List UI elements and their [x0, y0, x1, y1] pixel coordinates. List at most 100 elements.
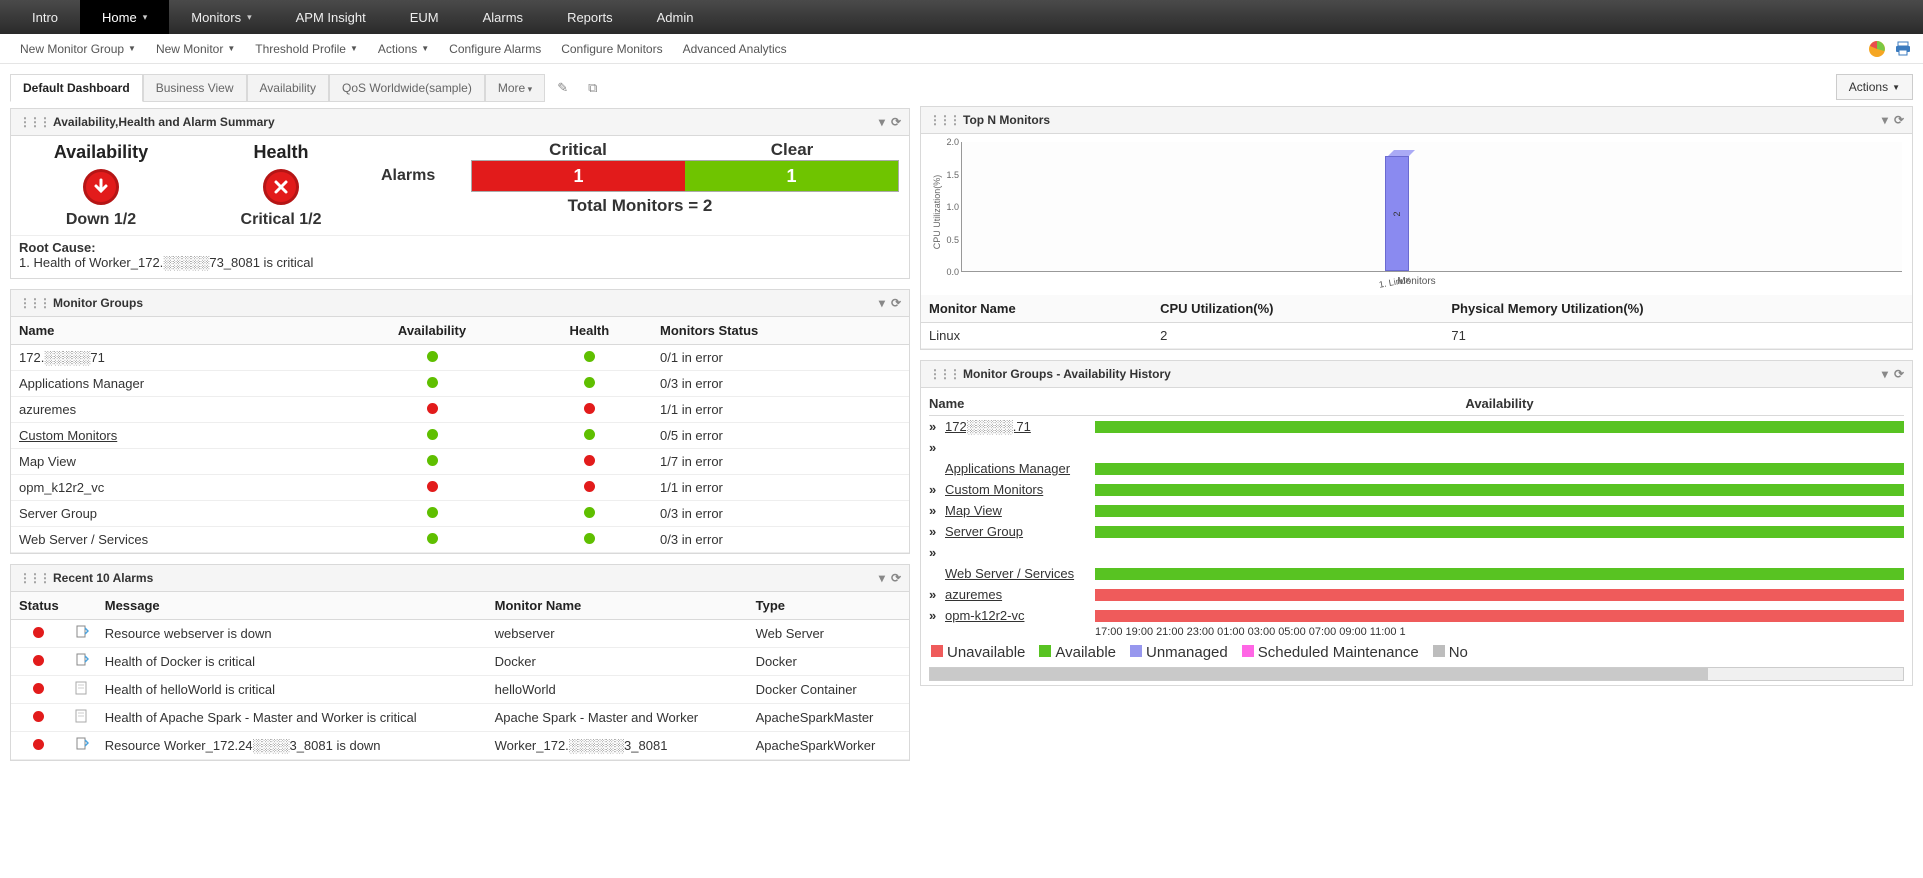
subnav-advanced-analytics[interactable]: Advanced Analytics [673, 42, 797, 56]
refresh-icon[interactable]: ⟳ [891, 115, 901, 129]
doc-icon[interactable] [67, 648, 97, 676]
expand-icon[interactable]: » [929, 608, 945, 623]
subnav-threshold-profile[interactable]: Threshold Profile▼ [245, 42, 368, 56]
nav-reports[interactable]: Reports [545, 0, 635, 34]
table-row[interactable]: Custom Monitors0/5 in error [11, 423, 909, 449]
critical-segment[interactable]: 1 [472, 161, 685, 191]
group-link[interactable]: Custom Monitors [945, 482, 1043, 497]
monitor-groups-table: NameAvailabilityHealthMonitors Status 17… [11, 317, 909, 553]
group-name[interactable]: azuremes [11, 397, 337, 423]
horizontal-scrollbar[interactable] [929, 667, 1904, 681]
subnav-configure-alarms[interactable]: Configure Alarms [439, 42, 551, 56]
table-row[interactable]: Resource Worker_172.24░░░░3_8081 is down… [11, 732, 909, 760]
tab-default-dashboard[interactable]: Default Dashboard [10, 74, 143, 102]
name-col: Name [929, 396, 1095, 411]
collapse-icon[interactable]: ▾ [1882, 367, 1888, 381]
availability-dot [427, 533, 438, 544]
rootcause-text: 1. Health of Worker_172.░░░░░73_8081 is … [19, 255, 313, 270]
table-row[interactable]: Health of Docker is criticalDockerDocker [11, 648, 909, 676]
expand-icon[interactable]: » [929, 482, 945, 497]
table-row[interactable]: opm_k12r2_vc1/1 in error [11, 475, 909, 501]
popout-icon[interactable]: ⧉ [580, 74, 605, 102]
health-dot [584, 481, 595, 492]
tab-business-view[interactable]: Business View [143, 74, 247, 102]
avail-col: Availability [1095, 396, 1904, 411]
collapse-icon[interactable]: ▾ [879, 115, 885, 129]
col-header: Message [97, 592, 487, 620]
table-row[interactable]: azuremes1/1 in error [11, 397, 909, 423]
group-link[interactable]: opm-k12r2-vc [945, 608, 1024, 623]
table-row[interactable]: Resource webserver is downwebserverWeb S… [11, 620, 909, 648]
refresh-icon[interactable]: ⟳ [1894, 113, 1904, 127]
monitor-name[interactable]: Linux [921, 323, 1152, 349]
group-name[interactable]: opm_k12r2_vc [11, 475, 337, 501]
monitor-groups-title: Monitor Groups [53, 296, 143, 310]
group-name[interactable]: Custom Monitors [11, 423, 337, 449]
table-row[interactable]: Server Group0/3 in error [11, 501, 909, 527]
group-name[interactable]: Applications Manager [11, 371, 337, 397]
group-link[interactable]: Map View [945, 503, 1002, 518]
subnav-configure-monitors[interactable]: Configure Monitors [551, 42, 672, 56]
tab-availability[interactable]: Availability [247, 74, 329, 102]
topn-title: Top N Monitors [963, 113, 1050, 127]
clear-segment[interactable]: 1 [685, 161, 898, 191]
edit-icon[interactable]: ✎ [549, 74, 576, 102]
table-row[interactable]: Health of helloWorld is criticalhelloWor… [11, 676, 909, 704]
expand-icon[interactable]: » [929, 419, 945, 434]
table-row[interactable]: Map View1/7 in error [11, 449, 909, 475]
print-icon[interactable] [1893, 39, 1913, 59]
nav-home[interactable]: Home▾ [80, 0, 169, 34]
collapse-icon[interactable]: ▾ [879, 571, 885, 585]
group-link[interactable]: 172░░░░░.71 [945, 419, 1031, 434]
expand-icon[interactable]: » [929, 440, 945, 455]
subnav-actions[interactable]: Actions▼ [368, 42, 439, 56]
doc-icon[interactable] [67, 732, 97, 760]
expand-icon[interactable]: » [929, 524, 945, 539]
expand-icon[interactable]: » [929, 503, 945, 518]
time-tick: 01:00 [1217, 626, 1245, 638]
nav-apm-insight[interactable]: APM Insight [274, 0, 388, 34]
tab-more[interactable]: More ▾ [485, 74, 545, 102]
tab-qos-worldwide-sample-[interactable]: QoS Worldwide(sample) [329, 74, 485, 102]
group-link[interactable]: azuremes [945, 587, 1002, 602]
refresh-icon[interactable]: ⟳ [891, 296, 901, 310]
refresh-icon[interactable]: ⟳ [891, 571, 901, 585]
expand-icon[interactable]: » [929, 545, 945, 560]
table-row[interactable]: 172.░░░░░710/1 in error [11, 345, 909, 371]
availability-dot [427, 403, 438, 414]
table-row[interactable]: Applications Manager0/3 in error [11, 371, 909, 397]
nav-admin[interactable]: Admin [635, 0, 716, 34]
doc-icon[interactable] [67, 620, 97, 648]
nav-intro[interactable]: Intro [10, 0, 80, 34]
chart-bar[interactable]: 2 [1385, 150, 1409, 271]
table-row[interactable]: Health of Apache Spark - Master and Work… [11, 704, 909, 732]
doc-icon[interactable] [67, 676, 97, 704]
group-link[interactable]: Web Server / Services [945, 566, 1074, 581]
subnav-new-monitor-group[interactable]: New Monitor Group▼ [10, 42, 146, 56]
group-name[interactable]: Server Group [11, 501, 337, 527]
group-name[interactable]: Web Server / Services [11, 527, 337, 553]
group-name[interactable]: 172.░░░░░71 [11, 345, 337, 371]
refresh-icon[interactable]: ⟳ [1894, 367, 1904, 381]
actions-button[interactable]: Actions▼ [1836, 74, 1913, 100]
doc-icon[interactable] [67, 704, 97, 732]
group-link[interactable]: Server Group [945, 524, 1023, 539]
nav-alarms[interactable]: Alarms [461, 0, 545, 34]
total-monitors: Total Monitors = 2 [381, 196, 899, 216]
collapse-icon[interactable]: ▾ [879, 296, 885, 310]
group-name[interactable]: Map View [11, 449, 337, 475]
alarms-bar: 1 1 [471, 160, 899, 192]
collapse-icon[interactable]: ▾ [1882, 113, 1888, 127]
group-link[interactable]: Applications Manager [945, 461, 1070, 476]
nav-eum[interactable]: EUM [388, 0, 461, 34]
legend-item: Scheduled Maintenance [1242, 644, 1419, 661]
time-tick: 05:00 [1278, 626, 1306, 638]
status-dot [33, 655, 44, 666]
chart-icon[interactable] [1867, 39, 1887, 59]
table-row[interactable]: Web Server / Services0/3 in error [11, 527, 909, 553]
recent-alarms-table: StatusMessageMonitor NameType Resource w… [11, 592, 909, 760]
nav-monitors[interactable]: Monitors▾ [169, 0, 273, 34]
table-row[interactable]: Linux271 [921, 323, 1912, 349]
subnav-new-monitor[interactable]: New Monitor▼ [146, 42, 245, 56]
expand-icon[interactable]: » [929, 587, 945, 602]
